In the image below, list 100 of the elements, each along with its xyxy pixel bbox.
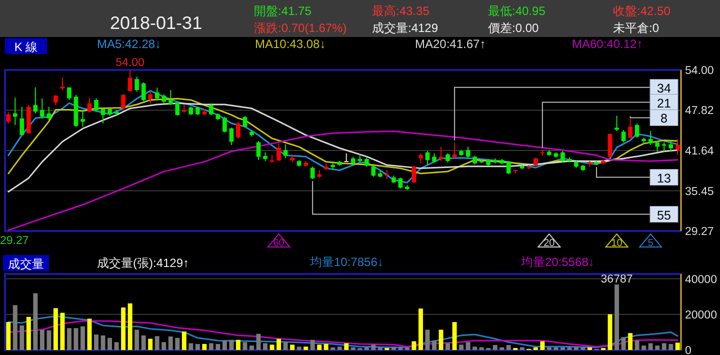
bar: [128, 303, 132, 350]
bar: [283, 342, 288, 350]
bar: [337, 346, 342, 350]
candlestick: [175, 101, 180, 116]
candlestick: [80, 110, 85, 128]
bar: [546, 347, 552, 350]
candlestick: [438, 146, 444, 162]
bar: [574, 346, 578, 350]
candlestick: [60, 77, 65, 91]
candlestick: [283, 144, 288, 159]
bar: [222, 340, 227, 350]
bar: [216, 344, 220, 350]
candlestick: [310, 166, 315, 180]
candlestick: [222, 116, 227, 133]
bar: [378, 347, 382, 350]
candlestick: [614, 115, 619, 132]
bar: [371, 344, 376, 350]
chart-title: 成交量: [8, 257, 44, 271]
bar: [33, 293, 38, 350]
candlestick: [94, 98, 98, 112]
text: 收盤:42.50: [613, 4, 671, 18]
text: 最高:43.35: [372, 4, 430, 18]
bar: [317, 344, 322, 350]
candlestick: [276, 142, 281, 162]
text: 成交量(張):4129↑: [97, 256, 190, 270]
bar: [94, 334, 98, 350]
candlestick: [418, 152, 423, 164]
bar: [134, 330, 140, 350]
bar: [364, 347, 369, 350]
bar: [662, 343, 666, 350]
bar: [446, 343, 450, 350]
text: MA60:40.12↑: [572, 37, 643, 51]
candlestick: [121, 94, 126, 110]
bar: [452, 322, 457, 350]
candlestick: [33, 86, 38, 114]
line-series: [8, 130, 678, 231]
data-label: 36787: [600, 274, 633, 286]
bar: [154, 336, 160, 350]
candlestick: [209, 102, 214, 116]
candlestick: [506, 160, 511, 175]
candlestick: [634, 122, 640, 138]
candlestick: [242, 116, 248, 128]
text: 2018-01-31: [110, 13, 202, 33]
candlestick: [371, 165, 376, 178]
bar: [60, 312, 65, 350]
bar: [324, 344, 328, 350]
candlestick: [236, 121, 240, 139]
y-tick-label: 54.00: [685, 65, 714, 77]
bar: [472, 346, 478, 350]
line-series: [8, 315, 678, 348]
candlestick: [141, 82, 146, 102]
bar: [648, 343, 653, 350]
bar: [296, 346, 302, 350]
candlestick: [412, 166, 416, 184]
bar: [438, 330, 444, 350]
text: 價差:0.00: [488, 21, 540, 35]
y-tick-label: 35.45: [685, 186, 714, 198]
y-tick-label: 47.82: [685, 105, 714, 118]
bar: [425, 330, 430, 350]
bar: [74, 328, 78, 350]
bar: [621, 337, 626, 350]
bar: [114, 342, 119, 350]
candlestick: [621, 130, 626, 143]
y-tick-label: 41.64: [685, 145, 714, 158]
candlestick: [100, 108, 106, 124]
annotation: 29.27: [0, 235, 29, 247]
bar: [668, 344, 674, 350]
bar: [276, 338, 282, 350]
candlestick: [12, 97, 18, 126]
candlestick: [20, 106, 24, 136]
annotation: 34: [657, 81, 671, 96]
bar: [608, 314, 612, 350]
y-tick-label: 40000: [685, 274, 717, 286]
bar: [466, 342, 470, 350]
bar: [500, 347, 504, 350]
text: 漲跌:0.70(1.67%): [254, 21, 347, 35]
bar: [100, 335, 106, 350]
y-tick-label: 29.27: [685, 226, 714, 238]
y-tick-label: 0: [685, 345, 692, 355]
line-series: [8, 320, 678, 348]
bar: [182, 331, 186, 350]
bar: [634, 340, 640, 350]
text: 未平倉:0: [613, 21, 660, 35]
text: MA5:42.28↓: [97, 37, 162, 51]
bar: [554, 347, 558, 350]
bar: [344, 343, 349, 350]
bar: [588, 347, 592, 350]
bar: [479, 347, 484, 350]
bar: [628, 333, 633, 350]
y-tick-label: 20000: [685, 309, 717, 322]
text: 成交量:4129: [372, 21, 438, 35]
bar: [459, 344, 464, 350]
candlestick: [6, 112, 11, 124]
candlestick: [425, 150, 430, 166]
candlestick: [628, 118, 632, 139]
bar: [12, 305, 18, 350]
bar: [168, 336, 173, 350]
bar: [418, 308, 423, 350]
bar: [404, 347, 410, 350]
bar: [46, 330, 52, 350]
